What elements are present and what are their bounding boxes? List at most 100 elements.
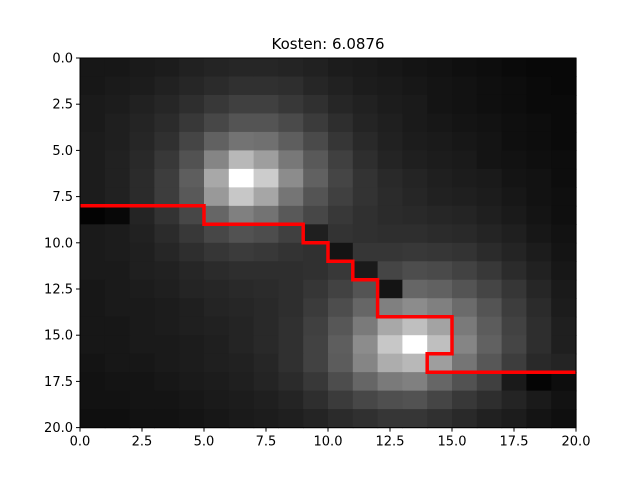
heatmap-cell <box>352 298 379 318</box>
heatmap-cell <box>154 131 180 151</box>
heatmap-cell <box>526 94 552 115</box>
heatmap-cell <box>476 205 503 225</box>
heatmap-cell <box>253 168 279 188</box>
heatmap-cell <box>253 242 279 262</box>
heatmap-cell <box>104 224 131 244</box>
heatmap-cell <box>154 372 180 392</box>
y-tick-label: 0.0 <box>52 52 73 67</box>
heatmap-cell <box>228 168 255 188</box>
heatmap-cell <box>352 335 379 355</box>
chart-title: Kosten: 6.0876 <box>271 35 384 53</box>
heatmap-cell <box>154 224 180 244</box>
heatmap-cell <box>278 409 304 429</box>
heatmap-cell <box>154 409 180 429</box>
heatmap-cell <box>104 76 131 96</box>
heatmap-cell <box>80 261 106 281</box>
heatmap-cell <box>204 168 230 188</box>
heatmap-cell <box>80 298 106 318</box>
heatmap-cell <box>352 94 379 115</box>
heatmap-cell <box>526 58 552 78</box>
heatmap-cell <box>129 168 155 188</box>
x-tick-label: 17.5 <box>500 435 529 450</box>
heatmap-cell <box>303 168 329 188</box>
heatmap-cell <box>104 242 131 262</box>
heatmap-cell <box>328 187 354 207</box>
heatmap-cell <box>204 316 230 336</box>
heatmap-cell <box>526 131 552 151</box>
heatmap-cell <box>526 205 552 225</box>
heatmap-cell <box>452 316 478 336</box>
heatmap-cell <box>526 261 552 281</box>
heatmap-cell <box>328 409 354 429</box>
heatmap-cell <box>402 372 428 392</box>
heatmap-cell <box>228 261 255 281</box>
heatmap-cell <box>278 298 304 318</box>
heatmap-cell <box>476 187 503 207</box>
heatmap-cell <box>452 335 478 355</box>
heatmap-cell <box>303 58 329 78</box>
heatmap-cell <box>228 390 255 410</box>
heatmap-cell <box>551 113 577 133</box>
heatmap-cell <box>129 113 155 133</box>
heatmap-cell <box>204 353 230 373</box>
heatmap-cell <box>179 279 205 299</box>
heatmap-cell <box>278 372 304 392</box>
y-tick-label: 2.5 <box>52 98 73 113</box>
heatmap-cell <box>303 298 329 318</box>
heatmap-cell <box>377 353 403 373</box>
heatmap-cell <box>402 224 428 244</box>
heatmap-cell <box>377 261 403 281</box>
heatmap-cell <box>179 353 205 373</box>
heatmap-cell <box>427 390 453 410</box>
heatmap-cell <box>352 76 379 96</box>
heatmap-cell <box>179 94 205 115</box>
heatmap-cell <box>377 187 403 207</box>
heatmap-cell <box>278 131 304 151</box>
heatmap-cell <box>154 279 180 299</box>
heatmap-cell <box>278 150 304 170</box>
heatmap-cell <box>352 316 379 336</box>
heatmap-cell <box>154 94 180 115</box>
heatmap-cell <box>452 242 478 262</box>
heatmap-cell <box>278 335 304 355</box>
heatmap-cell <box>427 76 453 96</box>
heatmap-cell <box>526 168 552 188</box>
heatmap-cell <box>501 131 527 151</box>
heatmap-cell <box>278 242 304 262</box>
heatmap-cell <box>452 168 478 188</box>
heatmap-cell <box>204 298 230 318</box>
heatmap-cell <box>179 131 205 151</box>
heatmap-cell <box>352 409 379 429</box>
heatmap-cell <box>278 390 304 410</box>
heatmap-cell <box>551 224 577 244</box>
heatmap-cell <box>253 372 279 392</box>
heatmap-cell <box>501 390 527 410</box>
heatmap-cell <box>402 131 428 151</box>
heatmap-cell <box>154 298 180 318</box>
heatmap-cell <box>377 298 403 318</box>
heatmap-cell <box>278 224 304 244</box>
heatmap-cell <box>328 353 354 373</box>
heatmap-cell <box>154 113 180 133</box>
heatmap-cell <box>427 316 453 336</box>
heatmap-cell <box>179 58 205 78</box>
heatmap-cell <box>228 150 255 170</box>
y-tick-label: 10.0 <box>44 236 73 251</box>
heatmap-cell <box>501 224 527 244</box>
heatmap-cell <box>104 261 131 281</box>
heatmap-cell <box>551 94 577 115</box>
heatmap-cell <box>452 353 478 373</box>
heatmap-cell <box>352 131 379 151</box>
heatmap-cell <box>501 242 527 262</box>
heatmap-cell <box>551 409 577 429</box>
heatmap-cell <box>452 205 478 225</box>
heatmap-cell <box>104 279 131 299</box>
heatmap-cell <box>476 316 503 336</box>
heatmap-cell <box>204 150 230 170</box>
heatmap-cell <box>154 261 180 281</box>
heatmap-cell <box>104 58 131 78</box>
heatmap-cell <box>352 279 379 299</box>
heatmap-cell <box>129 316 155 336</box>
heatmap-cell <box>501 353 527 373</box>
heatmap-cell <box>179 187 205 207</box>
